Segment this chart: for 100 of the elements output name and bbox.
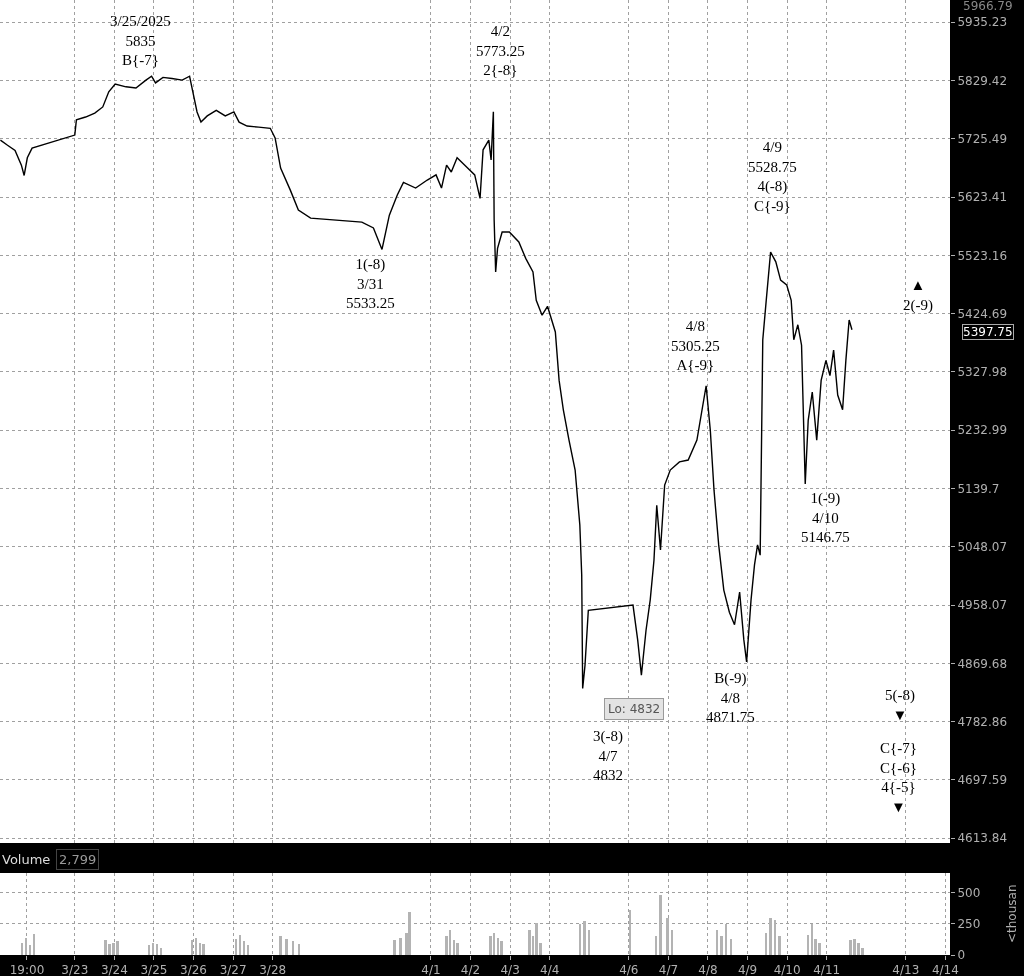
y-tick-label: 4869.68 (957, 656, 1008, 671)
annotation: ▲ 2(-9) (903, 277, 933, 314)
annotation: 1(-8) 3/31 5533.25 (346, 256, 395, 311)
bar (29, 945, 31, 955)
y-tick-label: 4958.07 (957, 598, 1008, 613)
bar (583, 921, 586, 955)
bar (849, 940, 852, 955)
x-tick-label: 3/25 (140, 963, 168, 976)
x-tick-label: 3/23 (61, 963, 89, 976)
bar (449, 930, 451, 955)
x-tick-label: 19:00 (9, 963, 45, 976)
y-tick-label: 5829.42 (957, 73, 1008, 88)
annotation: 1(-9) 4/10 5146.75 (801, 490, 850, 545)
x-tick-label: 4/6 (619, 963, 639, 976)
x-tick-label: 3/27 (219, 963, 247, 976)
annotation: 4/9 5528.75 4(-8) C{-9} (748, 139, 797, 214)
x-tick-label: 3/28 (259, 963, 287, 976)
bar (235, 939, 237, 955)
y-axis-title: <thousan (1005, 884, 1019, 943)
y-tick-label: 4697.59 (957, 773, 1008, 788)
bar (399, 938, 402, 955)
x-tick-label: 4/3 (500, 963, 520, 976)
bar (202, 944, 205, 955)
annotation: 4/2 5773.25 2{-8} (476, 23, 525, 78)
x-tick-label: 4/1 (421, 963, 441, 976)
x-tick-label: 4/11 (813, 963, 841, 976)
x-tick-label: 4/8 (698, 963, 718, 976)
bar (528, 930, 531, 955)
bar (774, 920, 776, 955)
bar (21, 943, 23, 955)
annotation: 5(-8) ▼ (885, 687, 915, 723)
bar (497, 938, 499, 955)
bar (408, 912, 411, 955)
y-tick-label: 5048.07 (957, 539, 1008, 554)
x-tick-label: 3/24 (100, 963, 128, 976)
x-tick-label: 4/2 (460, 963, 481, 976)
bar (720, 936, 723, 955)
annotation: B(-9) 4/8 4871.75 (706, 670, 755, 725)
y-tick-label: 5935.23 (957, 15, 1008, 30)
bar (292, 941, 294, 955)
bar (393, 940, 396, 955)
y-tick-label: 5725.49 (957, 131, 1008, 146)
bar (298, 944, 300, 955)
bar (853, 939, 856, 955)
y-tick-label: 5623.41 (957, 190, 1008, 205)
bar (195, 938, 197, 955)
bar (807, 935, 809, 955)
y-tick-label: 250 (957, 917, 981, 932)
x-tick-label: 4/9 (737, 963, 758, 976)
chart-title: Volume (2, 852, 51, 867)
y-tick-label: 4782.86 (957, 714, 1008, 729)
text: 5397.75 (963, 325, 1013, 339)
bar (148, 945, 150, 955)
annotation: 3(-8) 4/7 4832 (593, 728, 623, 783)
bar (629, 910, 631, 955)
x-tick-label: 4/4 (540, 963, 560, 976)
bar (500, 941, 503, 955)
bar (493, 933, 495, 955)
bar (279, 936, 282, 955)
chart-subtitle: 2,799 (59, 852, 97, 867)
y-tick-label: 5424.69 (957, 306, 1008, 321)
bar (579, 924, 581, 955)
bar (191, 940, 193, 955)
y-tick-label: 5139.7 (957, 481, 1000, 496)
bar (716, 930, 718, 955)
x-tick-label: 4/7 (658, 963, 679, 976)
bar (108, 944, 111, 955)
x-tick-label: 4/13 (892, 963, 920, 976)
bar (857, 943, 860, 955)
text: 5966.79 (963, 0, 1013, 13)
x-tick-label: 4/14 (931, 963, 959, 976)
bar (778, 936, 781, 955)
bar (456, 943, 459, 955)
bar (239, 935, 241, 955)
bar (588, 930, 590, 955)
bar (725, 924, 727, 955)
bar (116, 941, 119, 955)
annotation: 3/25/2025 5835 B{-7} (110, 13, 171, 68)
bar (33, 934, 35, 955)
y-tick-label: 500 (957, 886, 981, 901)
bar (156, 944, 158, 955)
bar (199, 943, 201, 955)
bar (243, 941, 245, 955)
bar (247, 945, 249, 955)
bar (104, 940, 107, 955)
bar (160, 948, 162, 955)
y-tick-label: 5327.98 (957, 365, 1008, 380)
bar (765, 933, 767, 955)
bar (671, 930, 673, 955)
annotation: C{-7} C{-6} 4{-5} ▼ (880, 740, 917, 815)
annotation: 4/8 5305.25 A{-9} (671, 318, 720, 373)
y-tick-label: 5523.16 (957, 248, 1008, 263)
x-tick-label: 3/26 (180, 963, 207, 976)
y-tick-label: 0 (957, 948, 966, 963)
bar (811, 924, 813, 955)
bar (655, 936, 657, 955)
bar (730, 939, 732, 955)
bar (535, 923, 538, 955)
y-tick-label: 4613.84 (957, 831, 1008, 846)
bar (489, 936, 492, 955)
